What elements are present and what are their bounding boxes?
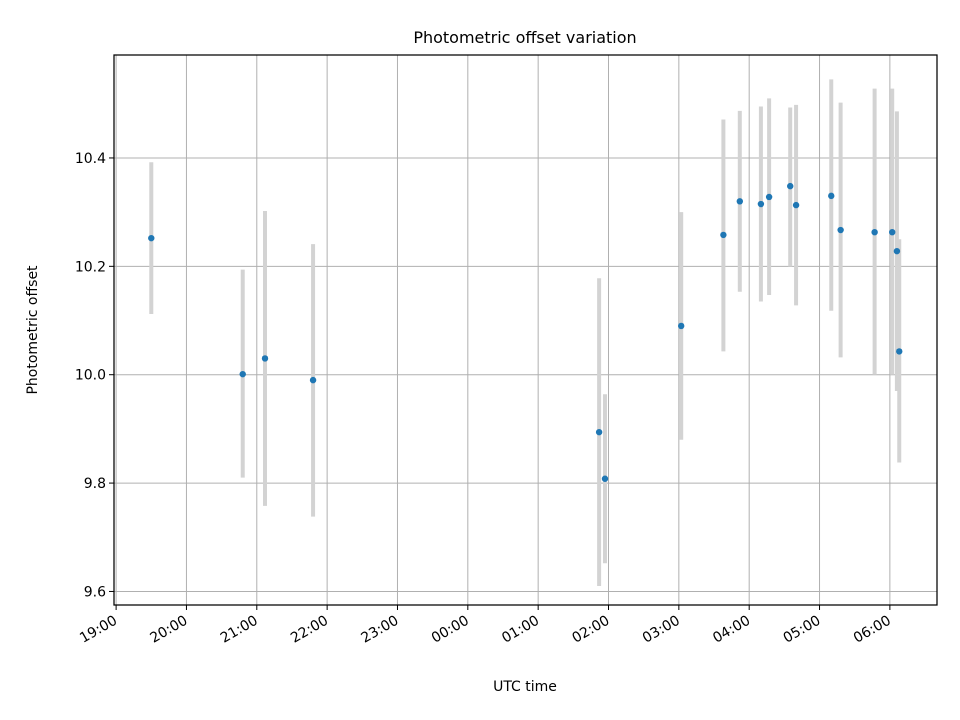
x-tick-label: 01:00 [499, 613, 542, 647]
data-point [239, 370, 246, 378]
data-point [757, 200, 765, 208]
data-point [148, 234, 155, 242]
x-tick-label: 06:00 [851, 613, 894, 647]
data-point [871, 228, 878, 236]
x-tick-label: 03:00 [640, 613, 683, 647]
data-point [896, 348, 903, 355]
y-tick-label: 10.4 [75, 151, 106, 167]
data-point [792, 201, 800, 209]
x-axis-ticks: 19:00 20:00 21:00 22:00 23:00 00:00 01:00 02:00… [77, 605, 894, 647]
x-tick-label: 21:00 [218, 613, 261, 647]
y-tick-label: 10.0 [75, 368, 106, 384]
y-axis-ticks: 9.6 9.8 10.0 10.2 10.4 [75, 151, 114, 600]
data-point [837, 226, 844, 234]
data-point [601, 475, 609, 482]
data-point [765, 193, 773, 201]
data-point [720, 231, 727, 239]
x-tick-label: 20:00 [147, 613, 190, 647]
data-point [889, 228, 896, 236]
error-bars [149, 79, 902, 587]
x-tick-label: 19:00 [77, 613, 120, 647]
x-tick-label: 23:00 [359, 613, 402, 647]
y-tick-label: 9.6 [84, 584, 106, 600]
x-tick-label: 22:00 [288, 613, 331, 647]
chart-title: Photometric offset variation [413, 28, 636, 47]
data-point [736, 198, 744, 205]
x-tick-label: 00:00 [429, 613, 472, 647]
x-axis-label: UTC time [493, 679, 557, 695]
y-tick-label: 10.2 [75, 259, 106, 275]
data-point [787, 182, 794, 190]
x-tick-label: 04:00 [710, 613, 753, 647]
data-point [309, 376, 317, 384]
data-points [148, 182, 903, 482]
data-point [828, 192, 835, 200]
data-point [595, 428, 603, 436]
grid [114, 55, 937, 605]
data-point [261, 355, 269, 362]
y-axis-label: Photometric offset [25, 265, 41, 395]
plot-frame [113, 54, 938, 606]
x-tick-label: 05:00 [781, 613, 824, 647]
y-tick-label: 9.8 [84, 476, 106, 492]
data-point [893, 247, 901, 255]
data-point [677, 322, 685, 330]
x-tick-label: 02:00 [570, 613, 613, 647]
